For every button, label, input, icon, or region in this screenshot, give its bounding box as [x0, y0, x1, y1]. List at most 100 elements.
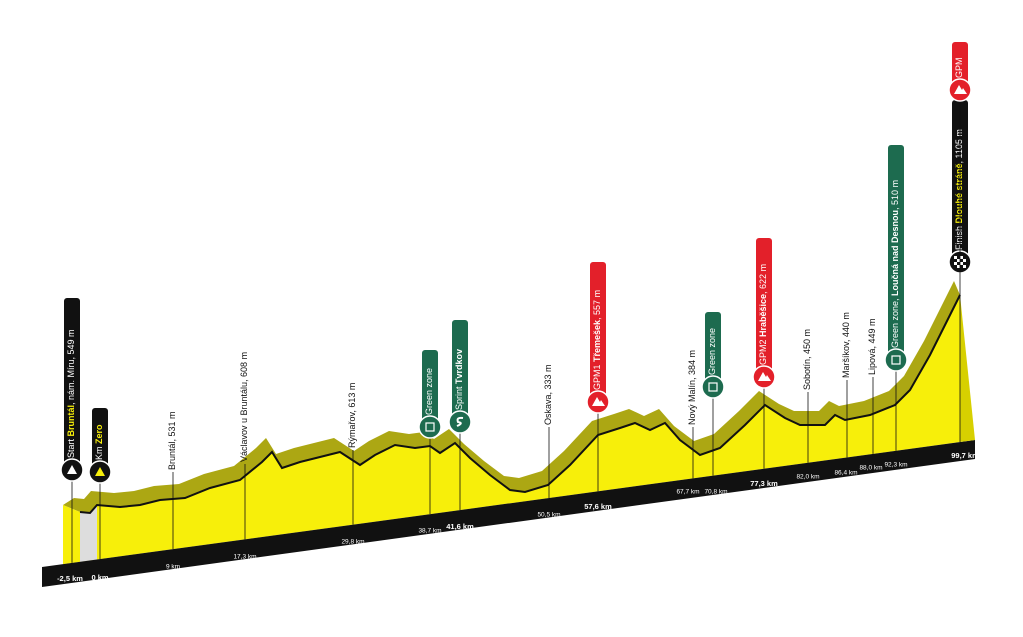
profile-top [63, 281, 960, 513]
marker-flag [452, 320, 468, 416]
marker-icon [701, 375, 725, 399]
km-label: 41,6 km [446, 522, 474, 531]
label-part: Bruntál [66, 405, 76, 437]
icon-checker [957, 259, 960, 262]
marker-flag [756, 238, 772, 371]
marker-label: Start Bruntál, nám. Míru, 549 m [66, 329, 76, 458]
marker-label: Green zone, Loučná nad Desnou, 510 m [890, 180, 900, 348]
label-part: Green zone [424, 368, 434, 415]
marker-flag [590, 262, 606, 396]
km-label: -2,5 km [57, 574, 83, 583]
marker-label: Maršíkov, 440 m [841, 312, 851, 378]
label-part: Václavov u Bruntálu, 608 m [239, 352, 249, 462]
marker-icon [884, 348, 908, 372]
km-label: 50,5 km [537, 512, 560, 519]
label-part: Start [66, 436, 76, 458]
base [42, 440, 975, 587]
label-part: Nový Malín, 384 m [687, 350, 697, 425]
marker-label: Green zone [707, 328, 717, 375]
km-label: 70,8 km [704, 489, 727, 496]
km-label: 17,3 km [233, 554, 256, 561]
km-label: 82,0 km [796, 474, 819, 481]
label-part: Sprint [454, 384, 464, 410]
marker-flag [952, 42, 968, 84]
km-label: 99,7 km [951, 451, 979, 460]
km-label: 38,7 km [418, 528, 441, 535]
label-part: Hraběšice [758, 294, 768, 337]
marker-flag [705, 312, 721, 381]
km-label: 0 km [91, 573, 108, 582]
icon-bin [708, 382, 718, 392]
label-part: Finish [954, 223, 964, 250]
icon-checker [960, 256, 963, 259]
marker-label: Václavov u Bruntálu, 608 m [239, 352, 249, 462]
label-part: Green zone, [890, 296, 900, 348]
label-part: Maršíkov, 440 m [841, 312, 851, 378]
marker-label: Lipová, 449 m [867, 318, 877, 375]
neutral-zone [80, 505, 97, 562]
km-label: 92,3 km [884, 462, 907, 469]
label-part: , 557 m [592, 290, 602, 320]
marker-label: GPM1 Třemešek, 557 m [592, 290, 602, 390]
label-part: Dlouhé stráně [954, 163, 964, 223]
label-part: Tvrdkov [454, 349, 464, 384]
icon-mountain [954, 85, 967, 94]
marker-label: GPM2 Hraběšice, 622 m [758, 264, 768, 365]
icon-bin [425, 422, 435, 432]
label-part: Green zone [707, 328, 717, 375]
label-part: Zero [94, 424, 104, 444]
marker-label: Green zone [424, 368, 434, 415]
label-part: Sobotín, 450 m [802, 329, 812, 390]
marker-label: Oskava, 333 m [543, 364, 553, 425]
icon-checker [954, 256, 957, 259]
marker-label: GPM [954, 57, 964, 78]
marker-flag [64, 298, 80, 464]
label-part: Km [94, 444, 104, 460]
icon-checker [963, 259, 966, 262]
icon-sprint [456, 416, 464, 427]
label-part: , 1105 m [954, 129, 964, 163]
end-cap [960, 295, 975, 443]
label-part: GPM [954, 57, 964, 78]
label-part: Rýmařov, 613 m [347, 383, 357, 448]
km-label: 29,8 km [341, 539, 364, 546]
label-part: GPM1 [592, 362, 602, 390]
label-part: Lipová, 449 m [867, 318, 877, 375]
profile-line [79, 294, 961, 515]
km-label: 88,0 km [859, 465, 882, 472]
icon-triangle [67, 465, 77, 474]
marker-label: Bruntál, 531 m [167, 411, 177, 470]
icon-triangle [95, 467, 105, 476]
label-part: GPM2 [758, 337, 768, 365]
icon-mountain [758, 372, 771, 381]
label-part: , 622 m [758, 264, 768, 294]
profile-front [63, 295, 960, 565]
marker-label: Sprint Tvrdkov [454, 349, 464, 410]
marker-label: Sobotín, 450 m [802, 329, 812, 390]
km-label: 9 km [166, 564, 180, 571]
marker-label: Rýmařov, 613 m [347, 383, 357, 448]
label-part: Oskava, 333 m [543, 364, 553, 425]
km-label: 77,3 km [750, 479, 778, 488]
icon-checker [963, 265, 966, 268]
km-label: 67,7 km [676, 489, 699, 496]
marker-label: Nový Malín, 384 m [687, 350, 697, 425]
icon-checker [960, 262, 963, 265]
marker-flag [92, 408, 108, 466]
icon-mountain [592, 397, 605, 406]
label-part: Bruntál, 531 m [167, 411, 177, 470]
label-part: Třemešek [592, 319, 602, 362]
marker-label: Km Zero [94, 424, 104, 460]
icon-checker [954, 262, 957, 265]
label-part: , nám. Míru, 549 m [66, 329, 76, 405]
km-label: 57,6 km [584, 502, 612, 511]
icon-checker [957, 265, 960, 268]
icon-bin [891, 355, 901, 365]
marker-flag [422, 350, 438, 421]
label-part: , 510 m [890, 180, 900, 210]
label-part: Loučná nad Desnou [890, 210, 900, 296]
marker-icon [418, 415, 442, 439]
km-label: 86,4 km [834, 470, 857, 477]
marker-flag [888, 145, 904, 354]
